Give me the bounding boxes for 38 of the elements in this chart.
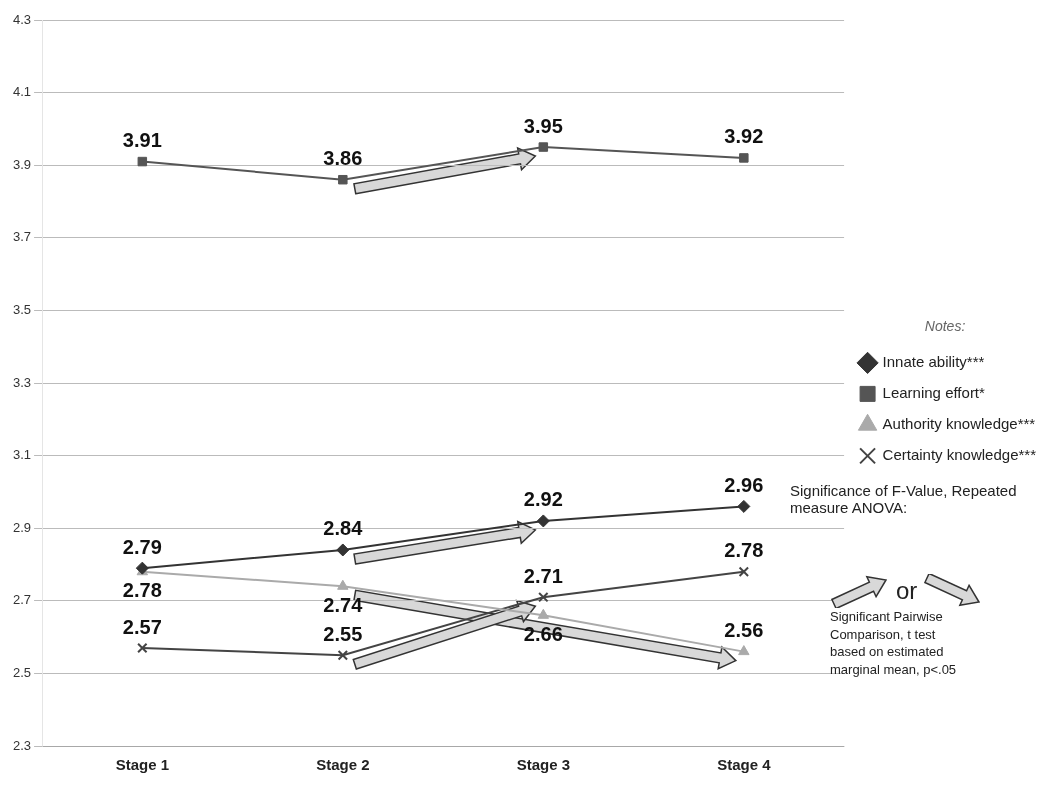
legend-label: Certainty knowledge*** — [882, 446, 1037, 464]
data-label: 2.56 — [724, 619, 764, 642]
y-tick-label: 3.7 — [12, 229, 32, 245]
legend-label: Innate ability*** — [882, 353, 985, 371]
y-tick-label: 3.5 — [12, 301, 32, 317]
y-tick-label: 2.9 — [12, 519, 32, 535]
data-label: 2.79 — [122, 535, 162, 558]
x-tick-label: Stage 3 — [516, 756, 571, 774]
x-tick-label: Stage 4 — [717, 756, 772, 774]
x-tick-label: Stage 1 — [115, 756, 169, 774]
data-label: 2.78 — [122, 579, 162, 602]
data-label: 2.74 — [323, 593, 364, 616]
data-label: 3.91 — [122, 129, 162, 152]
data-label: 3.86 — [323, 147, 363, 170]
data-label: 2.57 — [122, 615, 162, 638]
y-tick-label: 3.1 — [12, 447, 32, 463]
annotation: Significance of F-Value, Repeated measure ANOVA: — [790, 482, 1018, 516]
y-tick-label: 2.7 — [12, 592, 32, 608]
data-label: 2.78 — [724, 539, 764, 562]
data-label: 2.84 — [323, 517, 364, 540]
y-tick-label: 4.1 — [12, 84, 32, 100]
y-tick-label: 2.3 — [12, 737, 32, 753]
data-label: 3.92 — [724, 125, 764, 148]
data-label: 2.55 — [323, 622, 363, 645]
legend-label: Authority knowledge*** — [882, 415, 1036, 433]
x-tick-label: Stage 2 — [316, 756, 370, 774]
text: or — [896, 577, 918, 605]
legend-title: Notes: — [924, 318, 966, 335]
y-tick-label: 4.3 — [12, 11, 32, 27]
data-label: 2.71 — [523, 564, 563, 587]
legend-label: Learning effort* — [882, 384, 986, 402]
y-tick-label: 3.9 — [12, 156, 32, 172]
y-tick-label: 3.3 — [12, 374, 32, 390]
y-tick-label: 2.5 — [12, 664, 32, 680]
data-label: 2.96 — [724, 473, 764, 496]
data-label: 2.92 — [523, 488, 563, 511]
annotation: Significant Pairwise Comparison, t test based on estimated marginal mean, p<.05 — [830, 608, 958, 679]
data-label: 3.95 — [523, 114, 563, 137]
